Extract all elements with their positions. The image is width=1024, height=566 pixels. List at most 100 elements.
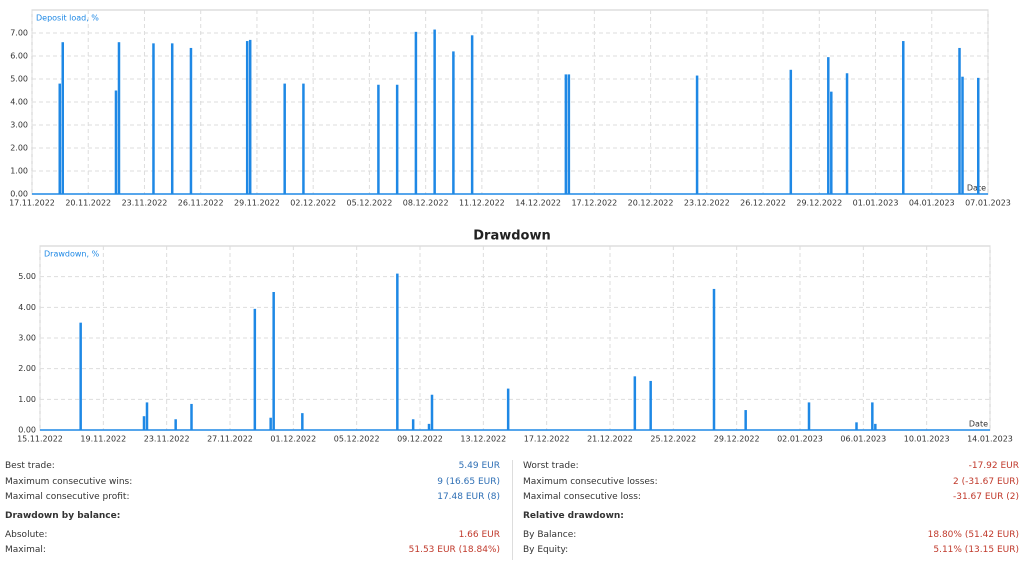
stat-label: Maximum consecutive wins: xyxy=(5,476,133,487)
x-tick-label: 02.01.2023 xyxy=(777,435,823,444)
spike xyxy=(302,83,305,194)
spike xyxy=(142,416,146,430)
spike xyxy=(845,73,849,194)
spike xyxy=(506,388,510,430)
spike xyxy=(567,74,571,194)
spike xyxy=(633,376,637,430)
charts: 0.00 1.00 2.00 3.00 4.00 5.00 6.00 7.00 17.11.20… xyxy=(9,9,1013,444)
spike xyxy=(452,51,455,195)
spike xyxy=(961,76,964,194)
spike xyxy=(61,42,64,195)
stat-label: Maximal consecutive profit: xyxy=(5,492,130,502)
y-tick-label: 7.00 xyxy=(10,29,28,38)
stat-label: Maximal consecutive loss: xyxy=(523,492,641,502)
spike xyxy=(79,322,82,430)
stat-value: 18.80% (51.42 EUR) xyxy=(927,529,1019,540)
chart-title: Drawdown xyxy=(473,229,551,244)
spike xyxy=(58,83,61,194)
y-tick-label: 1.00 xyxy=(10,167,28,176)
spike xyxy=(189,47,193,195)
stat-label: Absolute: xyxy=(5,529,48,540)
spike xyxy=(470,35,474,194)
x-tick-label: 26.12.2022 xyxy=(740,199,786,208)
x-tick-label: 05.12.2022 xyxy=(334,435,380,444)
spike xyxy=(433,29,436,194)
spike xyxy=(902,41,905,194)
spike xyxy=(114,90,118,194)
x-tick-label: 08.12.2022 xyxy=(403,199,449,208)
x-tick-label: 05.12.2022 xyxy=(347,199,393,208)
x-tick-label: 23.11.2022 xyxy=(122,199,168,208)
x-tick-label: 29.11.2022 xyxy=(234,199,280,208)
x-tick-label: 14.12.2022 xyxy=(515,199,561,208)
stat-label: Best trade: xyxy=(5,461,55,471)
stat-value: 9 (16.65 EUR) xyxy=(437,476,500,487)
stat-value: -17.92 EUR xyxy=(968,461,1019,471)
spike xyxy=(396,273,399,430)
spike xyxy=(712,288,716,430)
spike xyxy=(744,410,747,430)
stat-value: 2 (-31.67 EUR) xyxy=(952,476,1019,487)
spike xyxy=(377,84,380,194)
stat-label: Maximal: xyxy=(5,545,46,555)
divider xyxy=(512,460,513,560)
x-tick-label: 01.12.2022 xyxy=(270,435,316,444)
spike xyxy=(145,402,149,430)
stat-label: By Balance: xyxy=(523,529,577,540)
x-tick-label: 09.12.2022 xyxy=(397,435,443,444)
stat-heading: Relative drawdown: xyxy=(523,510,624,521)
x-tick-label: 23.11.2022 xyxy=(144,435,190,444)
x-tick-label: 07.01.2023 xyxy=(965,199,1011,208)
y-tick-label: 0.00 xyxy=(18,426,36,435)
x-tick-label: 14.01.2023 xyxy=(967,435,1013,444)
stat-label: By Equity: xyxy=(523,545,569,555)
x-tick-label: 25.12.2022 xyxy=(650,435,696,444)
x-tick-label: 13.12.2022 xyxy=(460,435,506,444)
spike xyxy=(253,308,257,430)
stat-value: 5.11% (13.15 EUR) xyxy=(933,545,1019,555)
spike xyxy=(414,31,418,194)
stat-label: Worst trade: xyxy=(523,461,579,471)
axis-label: Deposit load, % xyxy=(36,14,99,23)
y-tick-label: 5.00 xyxy=(18,272,36,281)
x-tick-label: 17.12.2022 xyxy=(571,199,617,208)
y-tick-label: 2.00 xyxy=(10,144,28,153)
spike xyxy=(174,419,177,430)
spike xyxy=(977,77,980,194)
spike xyxy=(269,417,272,430)
spike xyxy=(789,69,793,194)
spike xyxy=(152,43,155,194)
y-tick-label: 6.00 xyxy=(10,52,28,61)
y-tick-label: 2.00 xyxy=(18,364,36,373)
spike xyxy=(958,47,961,195)
x-tick-label: 29.12.2022 xyxy=(796,199,842,208)
x-tick-label: 06.01.2023 xyxy=(840,435,886,444)
stat-label: Maximum consecutive losses: xyxy=(523,476,658,487)
y-tick-label: 5.00 xyxy=(10,75,28,84)
spike xyxy=(564,74,568,194)
spike xyxy=(427,423,431,430)
spike xyxy=(170,43,174,194)
stat-heading: Drawdown by balance: xyxy=(5,510,121,521)
spike xyxy=(411,419,415,430)
x-axis-label: Date xyxy=(969,420,988,429)
spike xyxy=(807,402,811,430)
x-tick-label: 04.01.2023 xyxy=(909,199,955,208)
axis-label: Drawdown, % xyxy=(44,250,100,259)
spike xyxy=(395,84,399,194)
y-tick-label: 0.00 xyxy=(10,190,28,199)
stat-value: -31.67 EUR (2) xyxy=(952,492,1019,502)
spike xyxy=(117,42,121,195)
stat-value: 1.66 EUR xyxy=(458,529,500,540)
x-tick-label: 20.12.2022 xyxy=(628,199,674,208)
spike xyxy=(695,75,699,194)
spike xyxy=(874,423,877,430)
x-tick-label: 20.11.2022 xyxy=(65,199,111,208)
stat-value: 51.53 EUR (18.84%) xyxy=(408,545,500,555)
x-tick-label: 27.11.2022 xyxy=(207,435,253,444)
y-tick-label: 4.00 xyxy=(10,98,28,107)
spike xyxy=(190,403,193,430)
y-tick-label: 1.00 xyxy=(18,395,36,404)
spike xyxy=(283,83,286,194)
